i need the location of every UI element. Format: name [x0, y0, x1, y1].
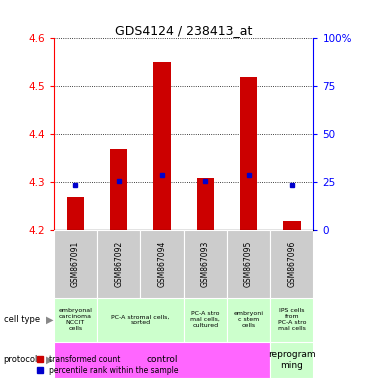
Bar: [227, 298, 270, 342]
Bar: [197, 178, 214, 230]
Bar: [97, 298, 184, 342]
Text: IPS cells
from
PC-A stro
mal cells: IPS cells from PC-A stro mal cells: [278, 308, 306, 331]
Bar: [270, 298, 313, 342]
Text: GSM867094: GSM867094: [158, 241, 167, 287]
Bar: [227, 230, 270, 298]
Bar: [240, 77, 257, 230]
Bar: [184, 298, 227, 342]
Text: cell type: cell type: [4, 315, 40, 324]
Text: embryonal
carcinoma
NCCIT
cells: embryonal carcinoma NCCIT cells: [59, 308, 92, 331]
Text: ▶: ▶: [46, 355, 54, 365]
Legend: transformed count, percentile rank within the sample: transformed count, percentile rank withi…: [33, 352, 181, 378]
Text: GSM867093: GSM867093: [201, 241, 210, 287]
Text: control: control: [146, 356, 178, 364]
Text: GSM867096: GSM867096: [288, 241, 296, 287]
Bar: [283, 221, 301, 230]
Text: embryoni
c stem
cells: embryoni c stem cells: [234, 311, 263, 328]
Bar: [54, 230, 97, 298]
Bar: [110, 149, 127, 230]
Text: GSM867092: GSM867092: [114, 241, 123, 287]
Text: PC-A stromal cells,
sorted: PC-A stromal cells, sorted: [111, 314, 170, 325]
Bar: [270, 230, 313, 298]
Bar: [153, 63, 171, 230]
Bar: [184, 230, 227, 298]
Text: reprogram
ming: reprogram ming: [268, 350, 316, 370]
Text: protocol: protocol: [4, 356, 38, 364]
Bar: [67, 197, 84, 230]
Title: GDS4124 / 238413_at: GDS4124 / 238413_at: [115, 24, 252, 37]
Text: PC-A stro
mal cells,
cultured: PC-A stro mal cells, cultured: [190, 311, 220, 328]
Bar: [54, 342, 270, 378]
Bar: [97, 230, 140, 298]
Text: ▶: ▶: [46, 314, 54, 325]
Text: GSM867095: GSM867095: [244, 241, 253, 287]
Text: GSM867091: GSM867091: [71, 241, 80, 287]
Bar: [54, 298, 97, 342]
Bar: [140, 230, 184, 298]
Bar: [270, 342, 313, 378]
